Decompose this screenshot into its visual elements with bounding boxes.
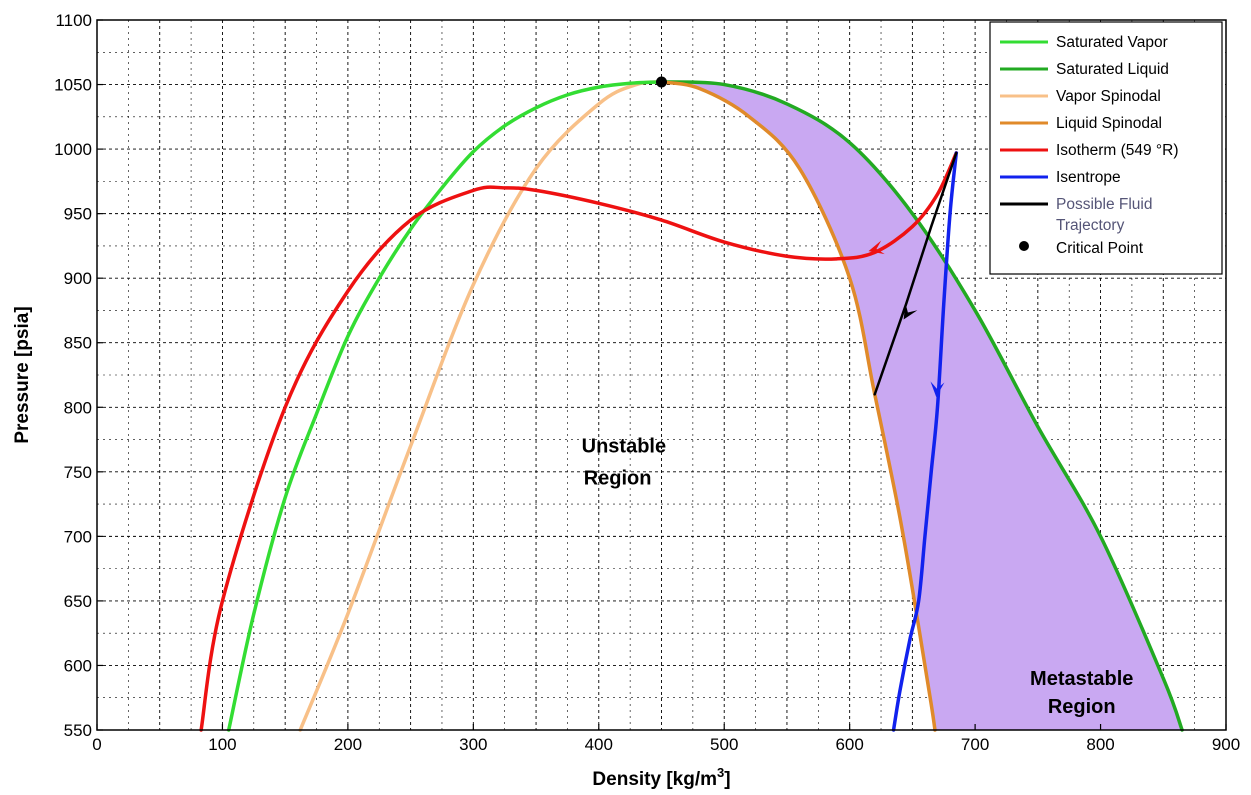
series-line-saturated-liquid	[659, 80, 1184, 732]
critical-point-dot	[656, 76, 667, 88]
x-tick-label: 400	[585, 735, 613, 754]
y-tick-label: 800	[64, 398, 92, 417]
x-axis-title-superscript: 3	[717, 765, 724, 780]
y-tick-label: 750	[64, 463, 92, 482]
x-tick-label: 100	[208, 735, 236, 754]
series-line-vapor-spinodal	[298, 80, 664, 732]
x-tick-label: 200	[334, 735, 362, 754]
legend-label-line: Trajectory	[1056, 217, 1125, 234]
y-tick-label: 1100	[55, 11, 92, 30]
x-tick-label: 900	[1212, 735, 1240, 754]
x-tick-label: 500	[710, 735, 738, 754]
legend-label-isotherm: Isotherm (549 °R)	[1056, 142, 1179, 159]
isotherm-direction-arrow	[868, 240, 885, 255]
y-tick-label: 850	[64, 334, 92, 353]
region-annotation: Metastable	[1030, 668, 1133, 690]
legend-label-liquid-spinodal: Liquid Spinodal	[1056, 115, 1162, 132]
legend-swatch-critical-point	[1019, 241, 1029, 251]
legend-box	[989, 21, 1223, 275]
x-tick-label: 300	[459, 735, 487, 754]
region-annotation: Region	[1048, 696, 1116, 718]
region-annotation: Unstable	[582, 435, 666, 457]
region-annotations: Unstable Region Metastable Region	[582, 435, 1134, 718]
y-tick-label: 700	[64, 527, 92, 546]
y-tick-label: 650	[64, 592, 92, 611]
legend: Saturated Vapor Saturated Liquid Vapor Spi…	[989, 21, 1223, 275]
legend-label-trajectory: Possible Fluid Trajectory	[1056, 196, 1153, 234]
legend-label-saturated-vapor: Saturated Vapor	[1056, 34, 1168, 51]
legend-label-isentrope: Isentrope	[1056, 169, 1121, 186]
x-axis-title-main: Density [kg/m	[592, 769, 717, 790]
direction-arrows	[868, 240, 945, 397]
series-line-isotherm	[199, 151, 959, 732]
plot-frame	[96, 19, 1227, 731]
x-tick-label: 0	[92, 735, 101, 754]
metastable-region-area	[661, 81, 1183, 730]
legend-label-saturated-liquid: Saturated Liquid	[1056, 61, 1169, 78]
y-tick-label: 550	[64, 721, 92, 740]
axis-ticks: 0 100 200 300 400 500 600 700 800 900 550 600 650 700…	[54, 11, 1240, 754]
legend-label-vapor-spinodal: Vapor Spinodal	[1056, 88, 1161, 105]
y-tick-label: 600	[64, 656, 92, 675]
series-lines	[199, 80, 1184, 732]
series-line-trajectory	[873, 151, 958, 396]
series-line-isentrope	[891, 151, 959, 732]
y-axis-title: Pressure [psia]	[12, 306, 33, 443]
legend-label-critical-point: Critical Point	[1056, 240, 1144, 257]
trajectory-direction-arrow	[903, 303, 918, 320]
metastable-region-fill	[661, 81, 1183, 730]
x-axis-title: Density [kg/m3]	[592, 765, 730, 790]
series-line-liquid-spinodal	[659, 80, 937, 732]
critical-point-marker	[656, 76, 667, 88]
x-tick-label: 800	[1086, 735, 1114, 754]
y-tick-label: 1050	[54, 76, 92, 95]
x-tick-label: 700	[961, 735, 989, 754]
y-tick-label: 950	[64, 205, 92, 224]
y-tick-label: 900	[64, 269, 92, 288]
x-axis-title-tail: ]	[724, 769, 730, 790]
legend-label-line: Possible Fluid	[1056, 196, 1153, 213]
region-annotation: Region	[584, 468, 652, 490]
y-tick-label: 1000	[54, 140, 92, 159]
isentrope-direction-arrow	[930, 381, 945, 397]
x-tick-label: 600	[835, 735, 863, 754]
